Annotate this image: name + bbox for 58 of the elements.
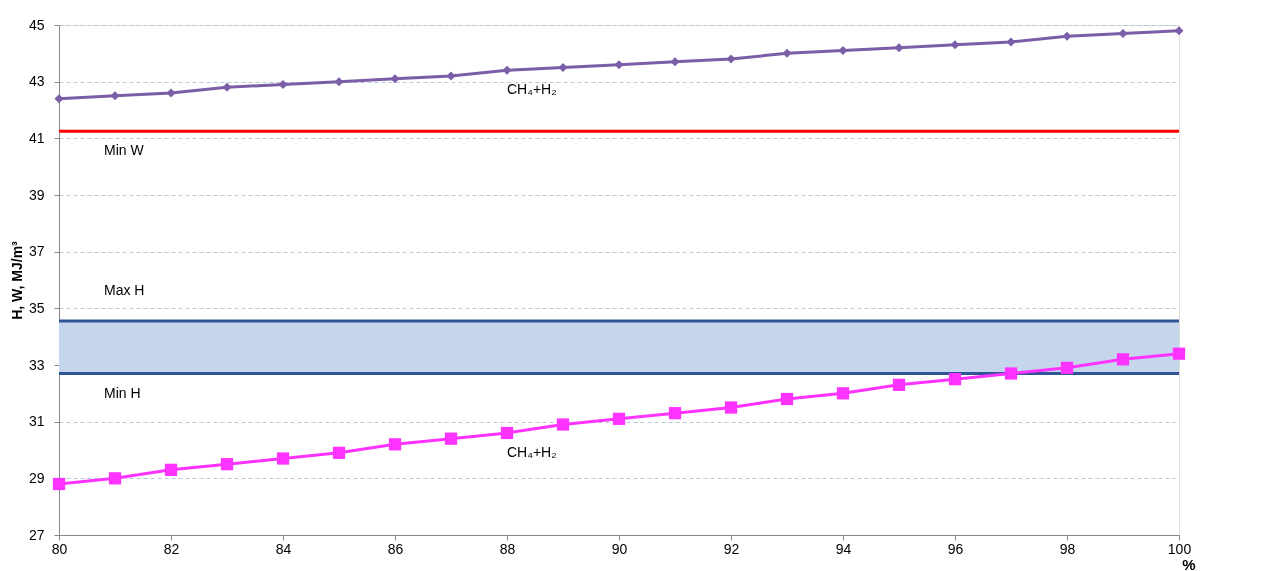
point	[726, 54, 736, 64]
y-tick-label: 29	[28, 469, 45, 486]
point	[1116, 353, 1130, 366]
point	[222, 82, 232, 92]
point	[612, 412, 626, 425]
point	[1062, 31, 1072, 41]
point	[836, 387, 850, 400]
x-tick-label: 96	[947, 540, 964, 557]
x-tick-label: 90	[611, 540, 628, 557]
x-tick-label: 100	[1167, 540, 1192, 557]
y-tick-label: 33	[28, 356, 45, 373]
point	[276, 452, 290, 465]
point	[556, 418, 570, 431]
point	[782, 48, 792, 58]
point	[724, 401, 738, 414]
point	[332, 446, 346, 459]
y-tick-label: 35	[28, 299, 45, 316]
point	[52, 477, 66, 491]
ref-line-label: Max H	[104, 282, 145, 299]
y-tick-label: 43	[28, 73, 45, 90]
x-tick-label: 92	[723, 540, 740, 557]
point	[668, 407, 682, 420]
x-tick-label: 86	[387, 540, 404, 557]
y-tick-label: 31	[28, 413, 45, 430]
point	[444, 432, 458, 445]
point	[1004, 367, 1018, 380]
point	[500, 426, 514, 440]
point	[948, 373, 962, 386]
x-tick-label: 94	[835, 540, 852, 557]
y-tick-label: 41	[28, 129, 45, 146]
x-tick-label: 82	[163, 540, 180, 557]
point	[1172, 347, 1186, 360]
point	[388, 438, 402, 451]
x-tick-label: 98	[1059, 540, 1076, 557]
point	[446, 71, 456, 81]
point	[1060, 361, 1074, 374]
series-label: CH₄+H₂	[507, 444, 557, 460]
ref-line-label: Min H	[104, 384, 141, 401]
series-label: CH₄+H₂	[507, 81, 557, 98]
point	[780, 392, 794, 406]
y-tick-label: 27	[28, 526, 45, 543]
x-axis-title: %	[1182, 555, 1196, 571]
point	[220, 458, 234, 471]
y-tick-label: 37	[28, 243, 45, 260]
x-tick-label: 80	[51, 540, 68, 557]
point	[502, 65, 512, 75]
y-tick-label: 45	[28, 16, 45, 33]
x-tick-label: 84	[275, 540, 292, 557]
point	[1174, 26, 1184, 36]
ref-line-label: Min W	[104, 142, 145, 159]
x-tick-label: 88	[499, 540, 516, 557]
point	[164, 463, 178, 476]
y-tick-label: 39	[28, 186, 45, 203]
point	[892, 378, 906, 391]
point	[166, 88, 176, 98]
point	[1006, 37, 1016, 47]
y-axis-title: H, W, MJ/m³	[8, 240, 25, 320]
point	[108, 472, 122, 485]
